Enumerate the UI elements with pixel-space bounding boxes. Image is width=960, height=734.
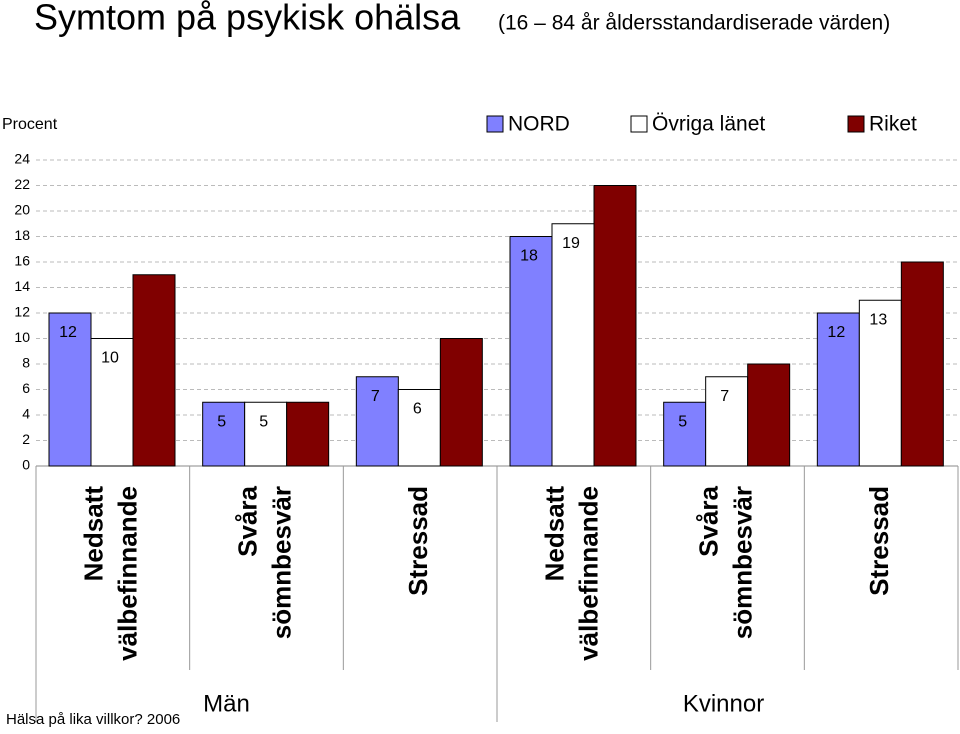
data-label: 13 — [869, 311, 887, 328]
legend-swatch — [486, 115, 504, 133]
x-tick-label-group: Nedsatt välbefinnande — [79, 486, 143, 661]
x-tick-label-group: Stressad — [403, 486, 433, 596]
y-axis-label: Procent — [2, 116, 58, 133]
x-tick-label: Svåra — [232, 485, 262, 556]
group-label: Kvinnor — [683, 690, 764, 717]
y-tick-label: 14 — [14, 278, 30, 294]
bar — [286, 401, 330, 467]
x-tick-label-group: Stressad — [864, 486, 894, 596]
bar — [509, 236, 553, 467]
x-tick-label-group: Svåra sömnbesvär — [232, 485, 296, 639]
data-label: 18 — [520, 248, 538, 265]
bar — [747, 363, 791, 467]
data-label: 5 — [217, 413, 226, 430]
y-tick-label: 8 — [22, 355, 30, 371]
bar — [593, 185, 637, 467]
legend-label: Riket — [869, 113, 917, 136]
source: Hälsa på lika villkor? 2006 — [6, 711, 180, 728]
x-tick-label: välbefinnande — [113, 486, 143, 661]
x-tick-label: sömnbesvär — [266, 486, 296, 639]
y-tick-label: 20 — [14, 202, 30, 218]
data-label: 6 — [413, 401, 422, 418]
x-tick-label: Svåra — [693, 485, 723, 556]
bar — [202, 401, 246, 467]
bar — [355, 376, 399, 467]
y-tick-label: 12 — [14, 304, 30, 320]
chart-subtitle: (16 – 84 år åldersstandardiserade värden… — [498, 12, 890, 35]
y-tick-label: 10 — [14, 329, 30, 345]
chart-title: Symtom på psykisk ohälsa — [34, 0, 461, 38]
bar — [132, 274, 176, 467]
data-label: 7 — [371, 388, 380, 405]
x-tick-label: sömnbesvär — [727, 486, 757, 639]
x-tick-label: Stressad — [403, 486, 433, 596]
legend-label: NORD — [508, 113, 570, 136]
group-label: Män — [203, 690, 250, 717]
x-tick-label: välbefinnande — [574, 486, 604, 661]
bar — [48, 312, 92, 467]
y-tick-label: 0 — [22, 457, 30, 473]
x-tick-label-group: Svåra sömnbesvär — [693, 485, 757, 639]
x-tick-label: Stressad — [864, 486, 894, 596]
y-tick-label: 6 — [22, 380, 30, 396]
bar — [900, 261, 944, 467]
data-label: 12 — [59, 324, 77, 341]
bar — [551, 223, 595, 467]
data-label: 19 — [562, 235, 580, 252]
y-tick-label: 2 — [22, 431, 30, 447]
y-tick-label: 16 — [14, 253, 30, 269]
bar — [858, 299, 902, 467]
x-tick-label-group: Nedsatt välbefinnande — [540, 486, 604, 661]
data-label: 5 — [259, 413, 268, 430]
y-tick-label: 4 — [22, 406, 30, 422]
x-tick-label: Nedsatt — [540, 486, 570, 582]
data-label: 10 — [101, 350, 119, 367]
legend-swatch — [847, 115, 865, 133]
x-tick-label: Nedsatt — [79, 486, 109, 582]
data-label: 12 — [827, 324, 845, 341]
bar — [705, 376, 749, 467]
y-tick-label: 22 — [14, 176, 30, 192]
legend-swatch — [630, 115, 648, 133]
bar — [663, 401, 707, 467]
y-tick-label: 24 — [14, 151, 30, 167]
legend-label: Övriga länet — [652, 113, 765, 136]
data-label: 5 — [678, 413, 687, 430]
y-tick-label: 18 — [14, 227, 30, 243]
bar — [244, 401, 288, 467]
data-label: 7 — [720, 388, 729, 405]
bar — [439, 338, 483, 467]
